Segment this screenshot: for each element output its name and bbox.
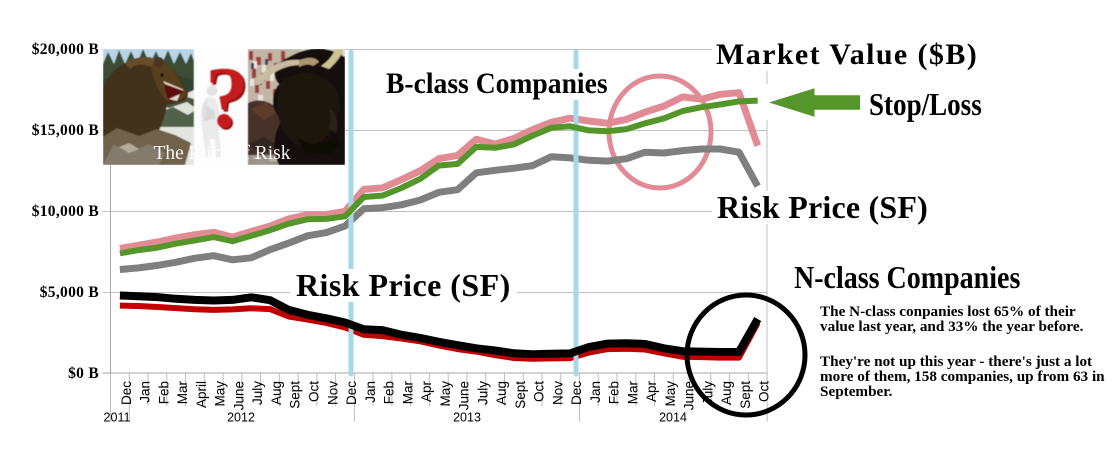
svg-text:May: May — [438, 381, 453, 407]
svg-text:June: June — [457, 381, 472, 410]
svg-text:Nov: Nov — [325, 381, 340, 405]
svg-text:Mar: Mar — [625, 380, 640, 404]
svg-text:Jan: Jan — [138, 381, 153, 403]
svg-text:Sept: Sept — [513, 381, 528, 409]
svg-text:Feb: Feb — [382, 381, 397, 404]
svg-text:Apr: Apr — [419, 381, 434, 403]
svg-text:The Price of Risk: The Price of Risk — [153, 143, 290, 164]
svg-text:June: June — [232, 381, 247, 410]
svg-text:Mar: Mar — [400, 380, 415, 404]
svg-text:Sept: Sept — [738, 381, 753, 409]
svg-text:June: June — [682, 381, 697, 410]
svg-text:April: April — [194, 381, 209, 408]
svg-text:Oct: Oct — [307, 381, 322, 402]
svg-text:?: ? — [205, 50, 249, 147]
svg-text:Aug: Aug — [719, 381, 734, 405]
svg-text:Mar: Mar — [175, 380, 190, 404]
svg-text:Dec: Dec — [119, 381, 134, 405]
svg-text:Oct: Oct — [532, 381, 547, 402]
svg-text:Oct: Oct — [757, 381, 772, 402]
svg-text:2013: 2013 — [453, 411, 481, 425]
svg-text:Jan: Jan — [363, 381, 378, 403]
svg-text:2012: 2012 — [227, 411, 255, 425]
svg-text:2011: 2011 — [104, 411, 131, 425]
svg-text:Aug: Aug — [494, 381, 509, 405]
svg-text:Nov: Nov — [550, 381, 565, 405]
svg-text:?: ? — [207, 52, 251, 149]
svg-text:Feb: Feb — [156, 381, 171, 404]
svg-text:Apr: Apr — [644, 381, 659, 403]
svg-text:2014: 2014 — [659, 411, 687, 425]
svg-text:Sept: Sept — [288, 381, 303, 409]
svg-text:Aug: Aug — [269, 381, 284, 405]
svg-text:July: July — [250, 381, 265, 405]
svg-text:May: May — [663, 381, 678, 407]
svg-text:Dec: Dec — [344, 381, 359, 405]
svg-text:May: May — [213, 381, 228, 407]
svg-text:July: July — [701, 381, 716, 405]
svg-text:Feb: Feb — [607, 381, 622, 404]
svg-text:July: July — [475, 381, 490, 405]
svg-text:Jan: Jan — [588, 381, 603, 403]
svg-text:Dec: Dec — [569, 381, 584, 405]
